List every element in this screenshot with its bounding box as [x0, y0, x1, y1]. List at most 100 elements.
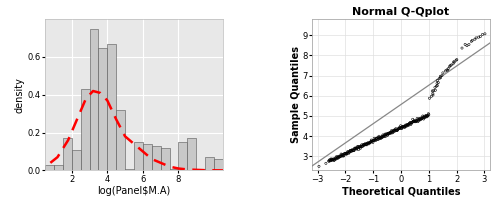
- Point: [398, 127, 406, 130]
- Bar: [196, 168, 205, 170]
- Point: [332, 157, 340, 161]
- Point: [353, 145, 361, 148]
- Point: [378, 136, 386, 139]
- Point: [360, 143, 368, 147]
- Point: [461, 43, 469, 46]
- Point: [416, 118, 424, 122]
- Point: [376, 136, 384, 139]
- Point: [396, 127, 404, 130]
- Point: [342, 152, 350, 155]
- Point: [419, 114, 427, 118]
- Point: [372, 138, 380, 141]
- Point: [376, 136, 384, 140]
- Point: [358, 145, 366, 148]
- Point: [366, 141, 374, 144]
- Point: [401, 125, 409, 128]
- Point: [390, 129, 398, 132]
- Title: Normal Q-Qplot: Normal Q-Qplot: [352, 7, 450, 17]
- Point: [408, 121, 416, 124]
- Point: [450, 60, 458, 64]
- Y-axis label: Sample Quantiles: Sample Quantiles: [291, 46, 301, 143]
- Point: [338, 153, 346, 156]
- Point: [378, 134, 386, 138]
- Point: [315, 165, 323, 168]
- Point: [349, 148, 357, 152]
- Point: [396, 127, 404, 130]
- Point: [364, 141, 372, 145]
- Point: [327, 157, 335, 161]
- Point: [444, 68, 452, 72]
- Point: [337, 154, 345, 158]
- Point: [373, 137, 381, 140]
- Point: [434, 81, 442, 84]
- Point: [325, 160, 333, 163]
- Point: [342, 152, 349, 155]
- Point: [333, 156, 341, 159]
- Point: [326, 158, 334, 161]
- Point: [341, 152, 349, 155]
- Point: [442, 69, 450, 73]
- Point: [380, 135, 388, 138]
- Point: [336, 155, 344, 158]
- Point: [386, 131, 394, 135]
- Point: [416, 118, 424, 121]
- Point: [388, 131, 396, 135]
- Point: [418, 117, 426, 120]
- Point: [346, 149, 354, 152]
- Point: [416, 118, 424, 121]
- Point: [372, 137, 380, 140]
- Point: [344, 150, 352, 154]
- Point: [433, 82, 441, 85]
- Point: [364, 141, 372, 145]
- Point: [341, 152, 349, 155]
- Point: [382, 132, 390, 136]
- Point: [432, 85, 440, 88]
- Point: [421, 114, 429, 118]
- Point: [443, 68, 451, 72]
- Point: [404, 124, 411, 127]
- Point: [435, 77, 443, 80]
- Point: [420, 117, 428, 121]
- Point: [386, 131, 394, 134]
- Point: [474, 35, 482, 39]
- Point: [420, 115, 428, 119]
- X-axis label: Theoretical Quantiles: Theoretical Quantiles: [342, 186, 460, 196]
- Point: [339, 153, 347, 156]
- Point: [384, 132, 392, 135]
- Bar: [80, 89, 90, 170]
- Point: [369, 141, 377, 144]
- Point: [410, 120, 418, 123]
- Point: [347, 149, 355, 152]
- Point: [422, 115, 430, 118]
- Bar: [98, 47, 108, 170]
- Point: [422, 114, 430, 117]
- Point: [429, 92, 437, 95]
- Point: [397, 126, 405, 129]
- Point: [394, 127, 402, 131]
- Point: [380, 134, 388, 138]
- Point: [392, 128, 400, 131]
- Point: [376, 137, 384, 140]
- Point: [386, 132, 394, 135]
- Point: [412, 119, 420, 123]
- Point: [346, 149, 354, 153]
- Point: [361, 143, 369, 146]
- Point: [382, 134, 390, 138]
- Point: [396, 125, 404, 129]
- Point: [363, 143, 371, 147]
- Point: [439, 71, 447, 75]
- Point: [366, 140, 374, 144]
- Point: [324, 159, 332, 163]
- Point: [391, 129, 399, 132]
- Point: [362, 142, 370, 146]
- Point: [338, 154, 346, 158]
- Point: [360, 143, 368, 146]
- Point: [364, 141, 372, 145]
- Bar: [160, 148, 170, 170]
- Point: [347, 150, 355, 153]
- Point: [326, 159, 334, 162]
- Point: [447, 63, 455, 67]
- Point: [481, 32, 489, 36]
- Bar: [90, 29, 98, 170]
- Point: [381, 133, 389, 137]
